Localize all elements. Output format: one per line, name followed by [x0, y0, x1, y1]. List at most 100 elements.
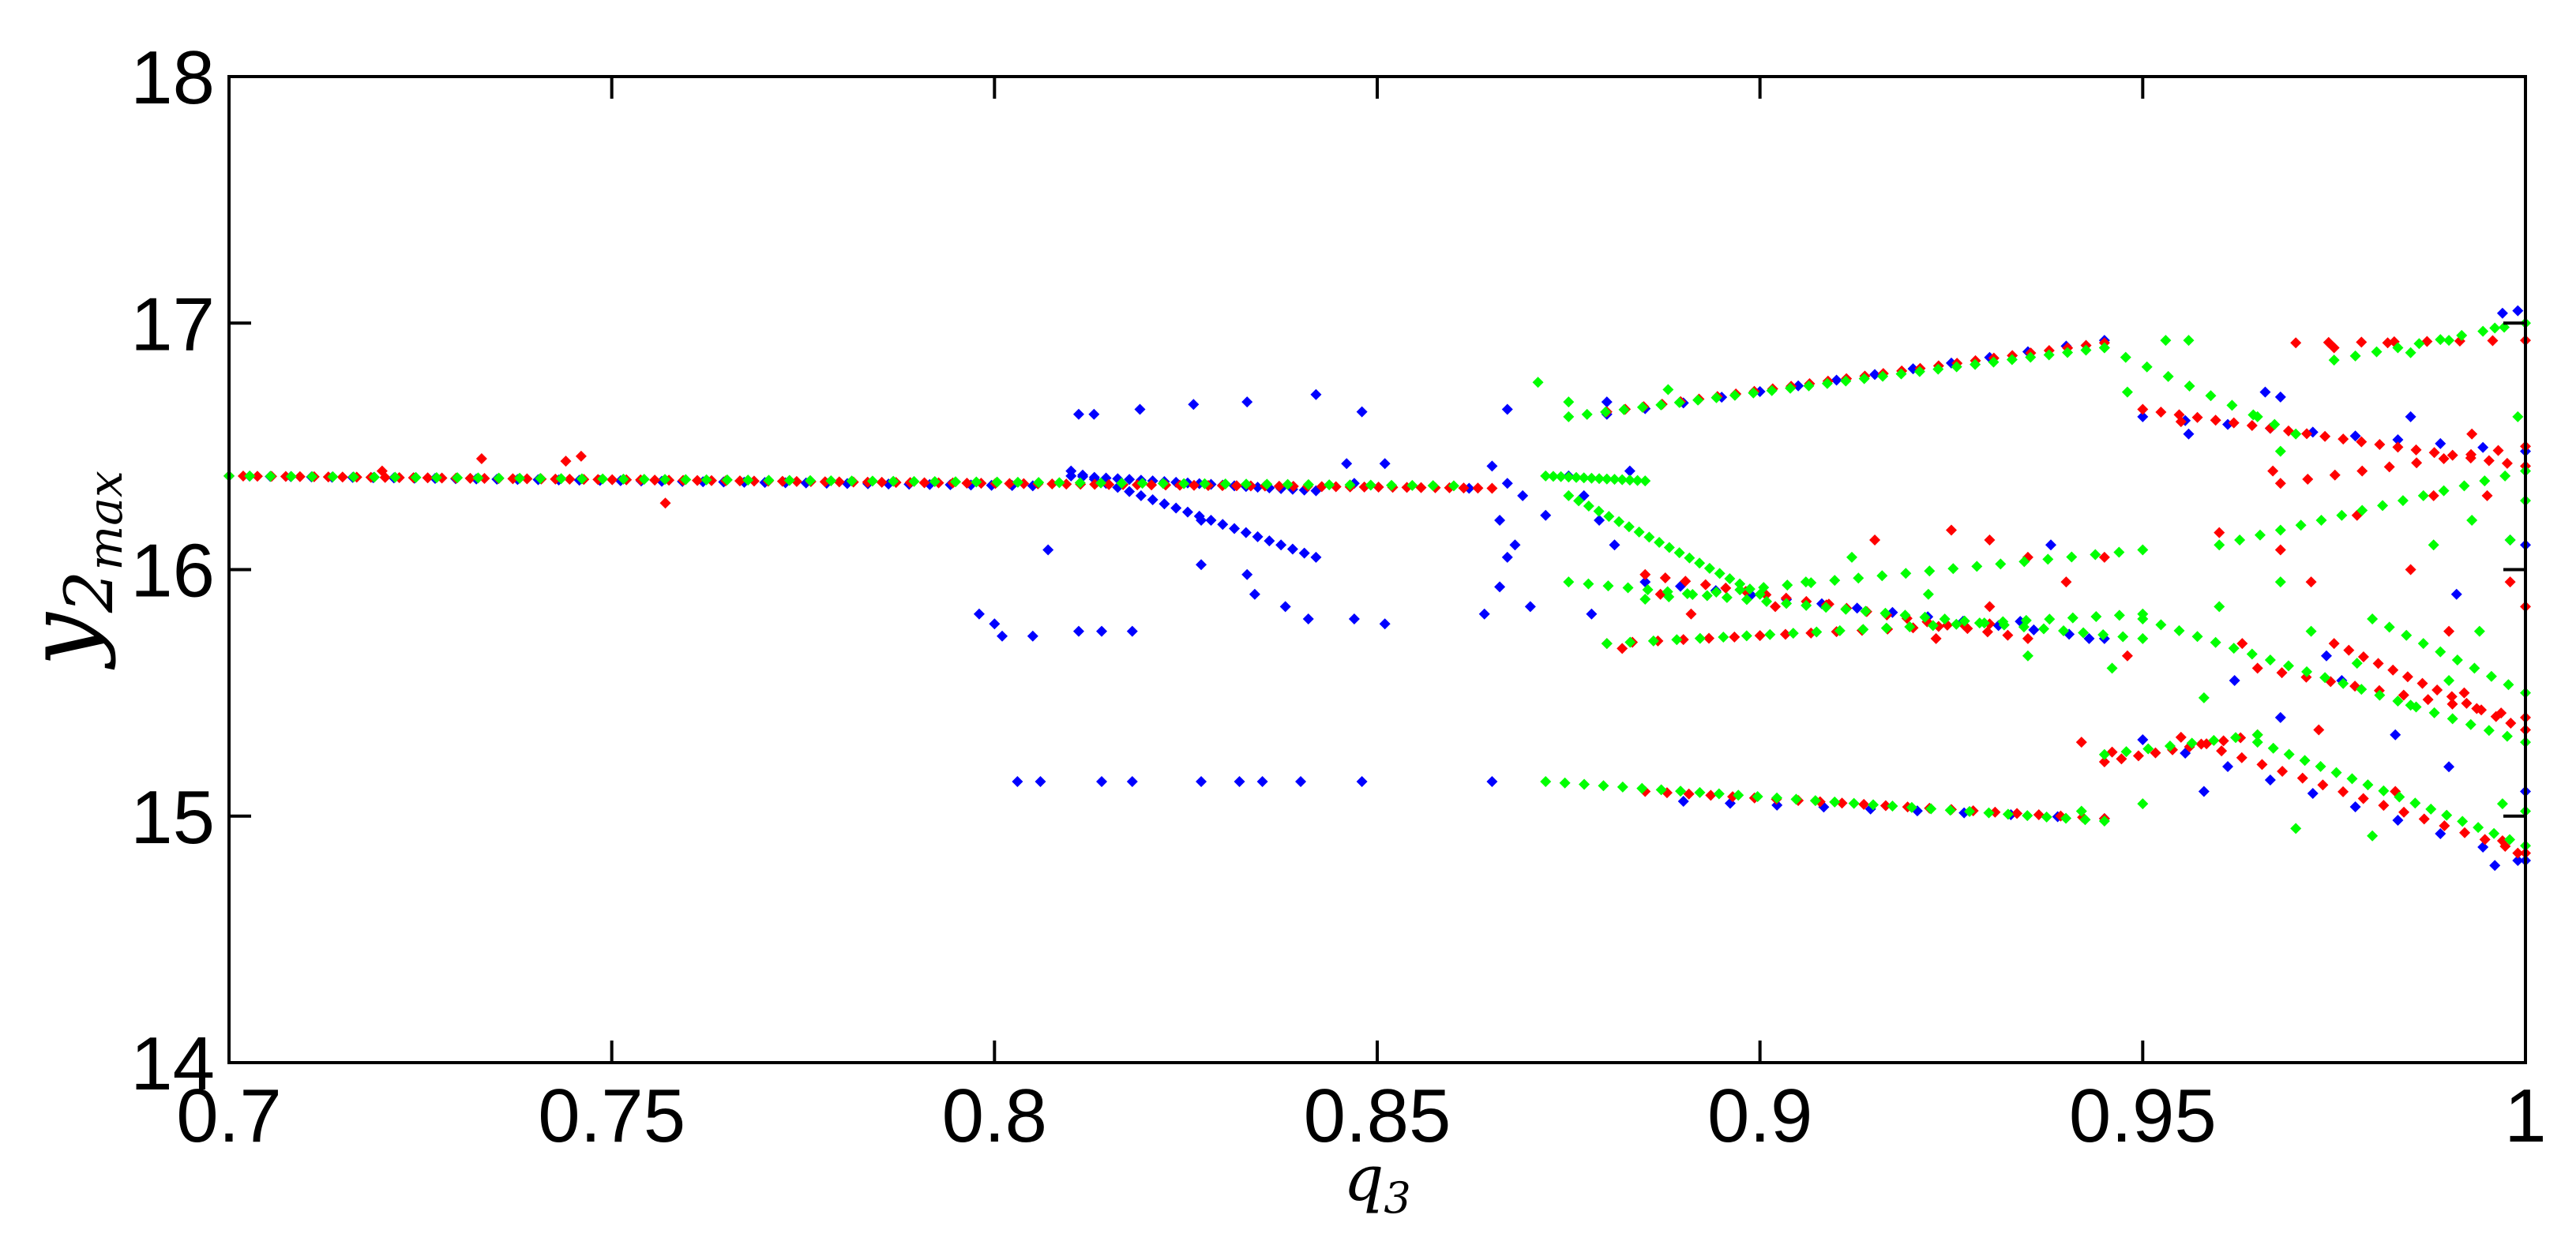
data-point-green [1811, 626, 1823, 638]
data-point-green [1820, 602, 1832, 613]
data-point-blue [1517, 489, 1529, 501]
data-point-green [805, 474, 817, 486]
data-point-blue [1677, 796, 1689, 808]
data-point-red [2274, 478, 2286, 489]
data-point-green [1583, 578, 1594, 590]
data-point-red [2155, 406, 2167, 418]
data-point-green [1622, 582, 1634, 594]
data-point-green [2504, 534, 2516, 546]
data-point-green [2041, 811, 2052, 823]
data-point-blue [2450, 588, 2462, 600]
data-point-blue [2183, 428, 2195, 440]
data-point-green [1157, 478, 1169, 489]
data-point-green [1663, 591, 1675, 602]
data-point-green [2137, 613, 2149, 624]
y-tick-label: 17 [130, 282, 215, 366]
data-point-green [2397, 495, 2409, 507]
data-point-red [251, 471, 263, 482]
data-point-green [1932, 363, 1944, 375]
data-point-green [1365, 479, 1376, 491]
data-point-green [1571, 471, 1583, 483]
data-point-red [2446, 691, 2458, 703]
data-point-green [2173, 624, 2185, 636]
data-point-green [2330, 767, 2342, 778]
data-point-red [2022, 632, 2033, 644]
data-point-red [790, 475, 802, 487]
data-point-green [2469, 662, 2480, 674]
data-point-blue [2512, 854, 2524, 866]
data-point-green [1563, 489, 1575, 501]
data-point-blue [1286, 543, 1298, 555]
data-point-green [2142, 743, 2154, 755]
x-axis-label: q3 [1343, 1142, 1411, 1223]
data-point-green [2066, 551, 2078, 563]
data-point-green [265, 471, 276, 482]
data-point-green [2435, 334, 2446, 346]
data-point-green [2319, 672, 2331, 684]
data-point-red [2465, 448, 2477, 460]
data-point-blue [1147, 494, 1158, 506]
data-point-red [2191, 411, 2203, 423]
data-point-green [1655, 399, 1667, 411]
data-point-red [2098, 551, 2110, 563]
data-point-blue [1234, 776, 1245, 788]
data-point-green [1973, 617, 1985, 629]
data-point-blue [2137, 733, 2149, 745]
data-point-green [1673, 396, 1685, 408]
data-point-green [410, 471, 422, 483]
data-point-green [1578, 472, 1590, 484]
data-point-blue [1275, 539, 1287, 551]
data-point-green [2417, 638, 2429, 650]
data-point-green [1790, 793, 1802, 805]
data-point-red [2338, 433, 2349, 445]
data-point-green [2428, 707, 2440, 718]
data-point-green [1540, 776, 1552, 788]
data-point-green [2043, 349, 2055, 361]
data-point-green [2002, 808, 2014, 820]
data-point-green [2120, 746, 2132, 758]
data-point-blue [1831, 374, 1842, 386]
data-point-red [2343, 644, 2355, 656]
data-point-green [2137, 544, 2149, 556]
data-point-red [521, 473, 533, 485]
data-point-blue [2392, 814, 2404, 826]
data-point-red [1230, 480, 1242, 492]
data-point-blue [1264, 535, 1275, 547]
data-point-green [430, 471, 442, 483]
data-point-green [2512, 411, 2524, 422]
data-point-green [1636, 401, 1648, 413]
data-point-green [1692, 394, 1704, 406]
data-point-red [833, 476, 845, 488]
data-point-red [2398, 689, 2409, 701]
data-point-green [2191, 631, 2203, 643]
data-point-red [1946, 524, 1957, 536]
data-point-blue [1594, 515, 1605, 527]
data-point-green [2456, 329, 2468, 341]
data-point-red [2410, 444, 2422, 456]
axis-ticks: 0.7 0.75 0.8 0.85 0.9 0.95 1 14 15 16 17 18 [130, 36, 2546, 1158]
data-point-blue [1072, 625, 1084, 637]
data-point-green [2473, 625, 2485, 637]
data-point-green [1734, 578, 1746, 590]
data-point-green [1219, 478, 1231, 490]
data-point-red [2458, 687, 2470, 699]
data-point-green [2465, 718, 2476, 730]
data-point-green [2356, 504, 2368, 516]
data-point-green [2499, 470, 2511, 482]
data-point-green [991, 476, 1003, 488]
data-point-green [2205, 390, 2217, 402]
data-point-red [876, 476, 888, 488]
data-point-red [1677, 634, 1689, 646]
data-point-green [1136, 478, 1148, 489]
data-point-red [2492, 444, 2504, 456]
data-point-green [2295, 519, 2307, 531]
data-point-green [2392, 342, 2404, 354]
data-point-green [2090, 610, 2102, 622]
data-point-green [1997, 616, 2009, 628]
y-tick-label: 15 [130, 775, 215, 860]
data-point-red [2121, 650, 2133, 662]
data-point-red [2446, 449, 2458, 461]
data-point-blue [2137, 411, 2149, 422]
data-point-green [950, 476, 962, 488]
data-point-green [1785, 382, 1797, 394]
